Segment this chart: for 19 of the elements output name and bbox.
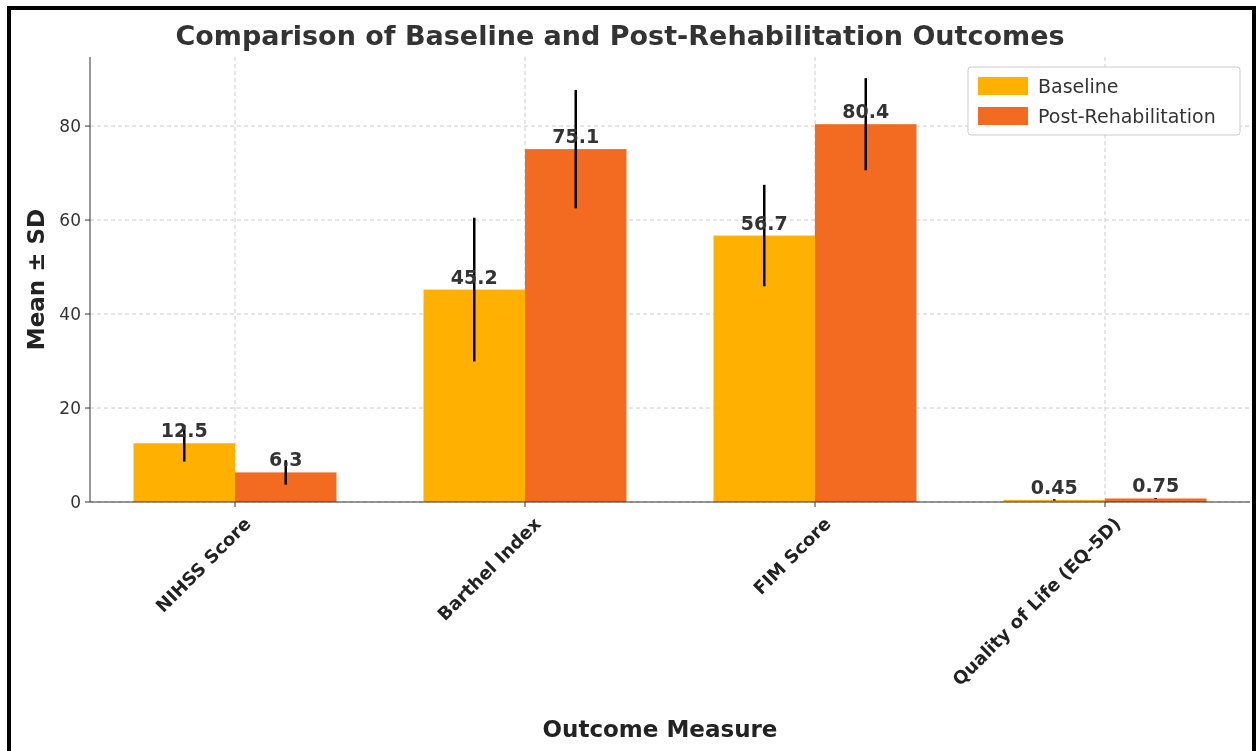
bar bbox=[133, 443, 235, 502]
bar bbox=[423, 289, 525, 502]
bar bbox=[713, 235, 815, 502]
y-axis-title: Mean ± SD bbox=[23, 208, 49, 351]
data-label: 0.45 bbox=[1030, 475, 1078, 498]
y-tick-label: 60 bbox=[59, 210, 81, 231]
legend-label: Baseline bbox=[1038, 74, 1119, 97]
y-tick-label: 20 bbox=[59, 397, 81, 418]
bar bbox=[235, 472, 337, 502]
y-tick-label: 0 bbox=[70, 491, 81, 512]
data-label: 6.3 bbox=[268, 448, 303, 471]
chart-title: Comparison of Baseline and Post-Rehabilitation Outcomes bbox=[175, 20, 1065, 51]
x-axis-title: Outcome Measure bbox=[542, 716, 778, 742]
bar bbox=[815, 124, 917, 502]
y-tick-label: 80 bbox=[59, 116, 81, 137]
bar bbox=[525, 149, 627, 502]
y-tick-label: 40 bbox=[59, 303, 81, 324]
data-label: 0.75 bbox=[1132, 474, 1180, 497]
legend-label: Post-Rehabilitation bbox=[1038, 104, 1216, 127]
